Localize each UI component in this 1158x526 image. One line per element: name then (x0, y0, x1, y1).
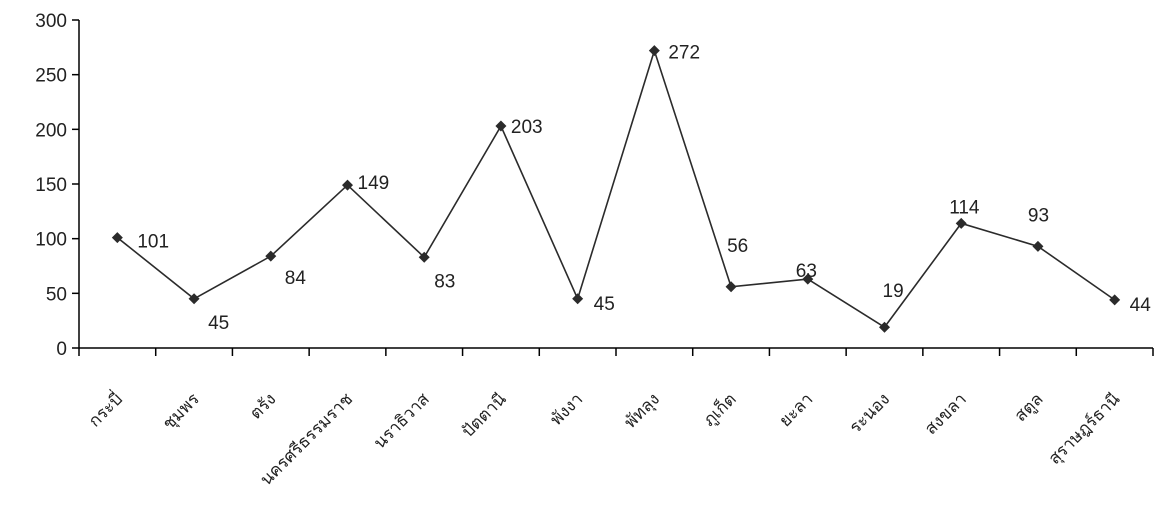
data-label: 56 (727, 236, 748, 257)
x-category-label: สตูล (1011, 389, 1048, 426)
y-tick-label: 50 (46, 284, 67, 305)
data-label: 19 (883, 281, 904, 302)
data-label: 101 (137, 232, 169, 253)
x-category-label: กระบี่ (83, 387, 127, 431)
data-point-marker (879, 321, 890, 333)
data-point-marker (955, 217, 967, 229)
data-point-marker (111, 232, 123, 244)
data-label: 45 (208, 313, 229, 334)
x-category-label: นราธิวาส (370, 389, 434, 453)
data-label: 84 (285, 268, 307, 289)
x-category-label: พังงา (547, 389, 588, 430)
data-label: 93 (1028, 205, 1049, 226)
x-category-label: ปัตตานี (458, 389, 511, 442)
data-point-marker (1109, 294, 1121, 306)
y-tick-label: 300 (35, 11, 67, 32)
x-category-label: สุราษฎร์ธานี (1045, 389, 1125, 469)
data-label: 45 (594, 294, 615, 315)
x-category-label: ตรัง (246, 389, 280, 423)
data-label: 203 (511, 117, 543, 138)
data-point-marker (188, 293, 200, 305)
x-category-label: ชุมพร (159, 389, 204, 434)
x-category-label: สงขลา (921, 389, 971, 439)
y-tick-label: 100 (35, 230, 67, 251)
y-tick-label: 0 (56, 339, 67, 360)
y-tick-label: 250 (35, 66, 67, 87)
data-point-marker (648, 45, 660, 57)
data-labels: 101 45 84 149 83 203 45 272 56 63 19 114 93 44 (137, 43, 1151, 334)
data-point-marker (418, 251, 430, 263)
data-point-marker (802, 273, 814, 285)
data-label: 149 (358, 173, 390, 194)
data-label: 63 (796, 261, 817, 282)
data-point-marker (725, 281, 737, 293)
data-label: 272 (668, 43, 700, 64)
x-category-label: พัทลุง (621, 389, 664, 432)
series-polyline (116, 47, 1116, 329)
data-label: 114 (949, 197, 980, 218)
data-point-marker (572, 293, 584, 305)
data-point-marker (265, 250, 277, 262)
y-tick-label: 200 (35, 120, 67, 141)
y-axis: 0 50 100 150 200 250 300 (35, 11, 80, 360)
series-line (111, 45, 1121, 333)
x-category-label: ภูเก็ต (698, 388, 741, 431)
data-label: 44 (1130, 295, 1152, 316)
data-label: 83 (434, 271, 455, 292)
y-tick-label: 150 (35, 175, 67, 196)
data-point-marker (342, 179, 353, 191)
x-category-label: ระนอง (846, 389, 894, 437)
data-point-marker (1032, 240, 1044, 252)
data-point-marker (495, 120, 507, 132)
x-category-label: ยะลา (776, 389, 818, 431)
